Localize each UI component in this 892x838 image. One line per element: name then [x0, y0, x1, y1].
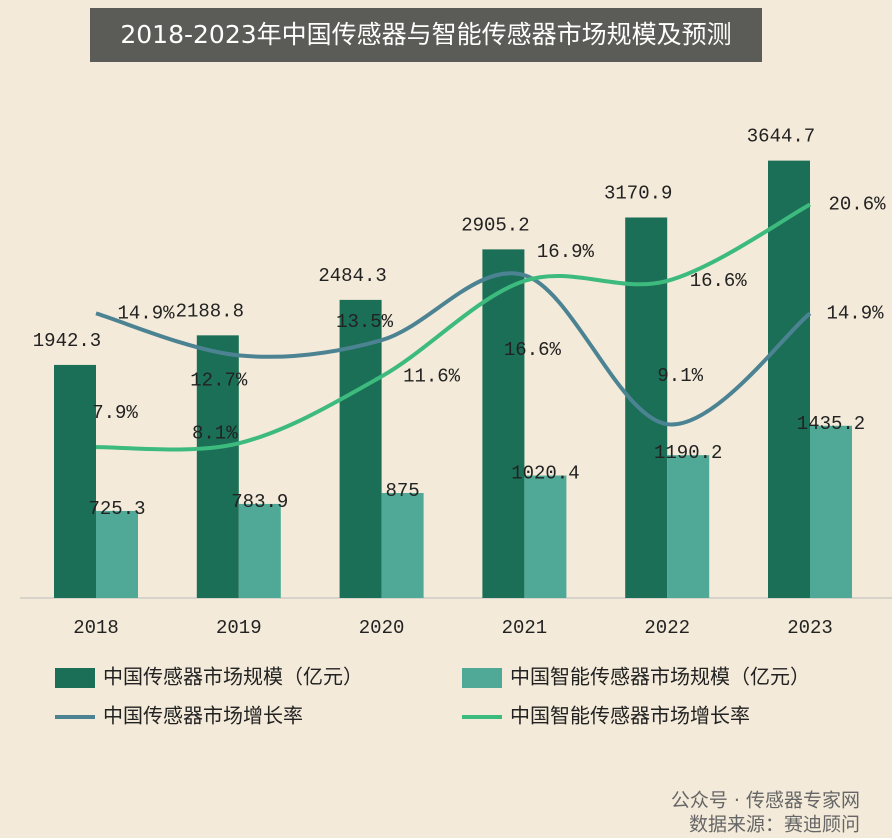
line-value-label: 13.5% [336, 311, 394, 333]
x-tick-label: 2020 [359, 617, 405, 639]
bar [625, 217, 668, 598]
legend-label: 中国智能传感器市场增长率 [510, 704, 750, 728]
line-value-label: 16.9% [537, 241, 595, 263]
bar-value-label: 1435.2 [797, 413, 865, 435]
chart-title: 2018-2023年中国传感器与智能传感器市场规模及预测 [120, 20, 731, 49]
legend-swatch [55, 668, 95, 688]
bar [482, 249, 525, 598]
legend-swatch [462, 668, 502, 688]
line-value-label: 8.1% [192, 422, 238, 444]
line-value-label: 16.6% [690, 270, 748, 292]
bar-value-label: 1190.2 [654, 442, 722, 464]
bar [196, 335, 239, 598]
legend-label: 中国智能传感器市场规模（亿元） [510, 665, 810, 689]
bar-value-label: 3644.7 [747, 126, 815, 148]
line-value-label: 14.9% [117, 302, 175, 324]
x-tick-label: 2023 [787, 617, 833, 639]
footer-wechat: 公众号 · 传感器专家网 [671, 790, 860, 812]
line [95, 202, 811, 452]
x-tick-label: 2018 [73, 617, 119, 639]
line-value-label: 14.9% [826, 302, 884, 324]
line-value-label: 7.9% [92, 402, 138, 424]
bar-value-label: 875 [385, 480, 419, 502]
bar-value-label: 725.3 [88, 498, 145, 520]
x-tick-label: 2022 [644, 617, 690, 639]
bar-value-label: 1020.4 [511, 463, 579, 485]
bar [238, 503, 281, 598]
bar-value-label: 2188.8 [176, 300, 244, 322]
legend-label: 中国传感器市场规模（亿元） [103, 665, 363, 689]
bar-value-label: 2484.3 [318, 265, 386, 287]
line [95, 271, 812, 427]
title-box [90, 8, 762, 62]
x-tick-label: 2021 [502, 617, 548, 639]
bar-value-label: 1942.3 [33, 330, 101, 352]
bar [381, 493, 424, 598]
line-value-label: 20.6% [828, 194, 886, 216]
line-value-label: 12.7% [190, 369, 248, 391]
bar [96, 510, 138, 598]
bar-value-label: 3170.9 [604, 183, 672, 205]
bar [810, 425, 852, 598]
bar [667, 455, 710, 598]
x-tick-label: 2019 [216, 617, 262, 639]
footer-source: 数据来源：赛迪顾问 [689, 814, 860, 836]
bar-value-label: 783.9 [231, 491, 288, 513]
bar-value-label: 2905.2 [461, 214, 529, 236]
bar [768, 160, 810, 599]
bar [524, 475, 567, 598]
line-value-label: 11.6% [403, 365, 461, 387]
line-value-label: 9.1% [657, 365, 703, 387]
bar [54, 364, 96, 598]
line-value-label: 16.6% [504, 339, 562, 361]
legend-label: 中国传感器市场增长率 [103, 704, 303, 728]
